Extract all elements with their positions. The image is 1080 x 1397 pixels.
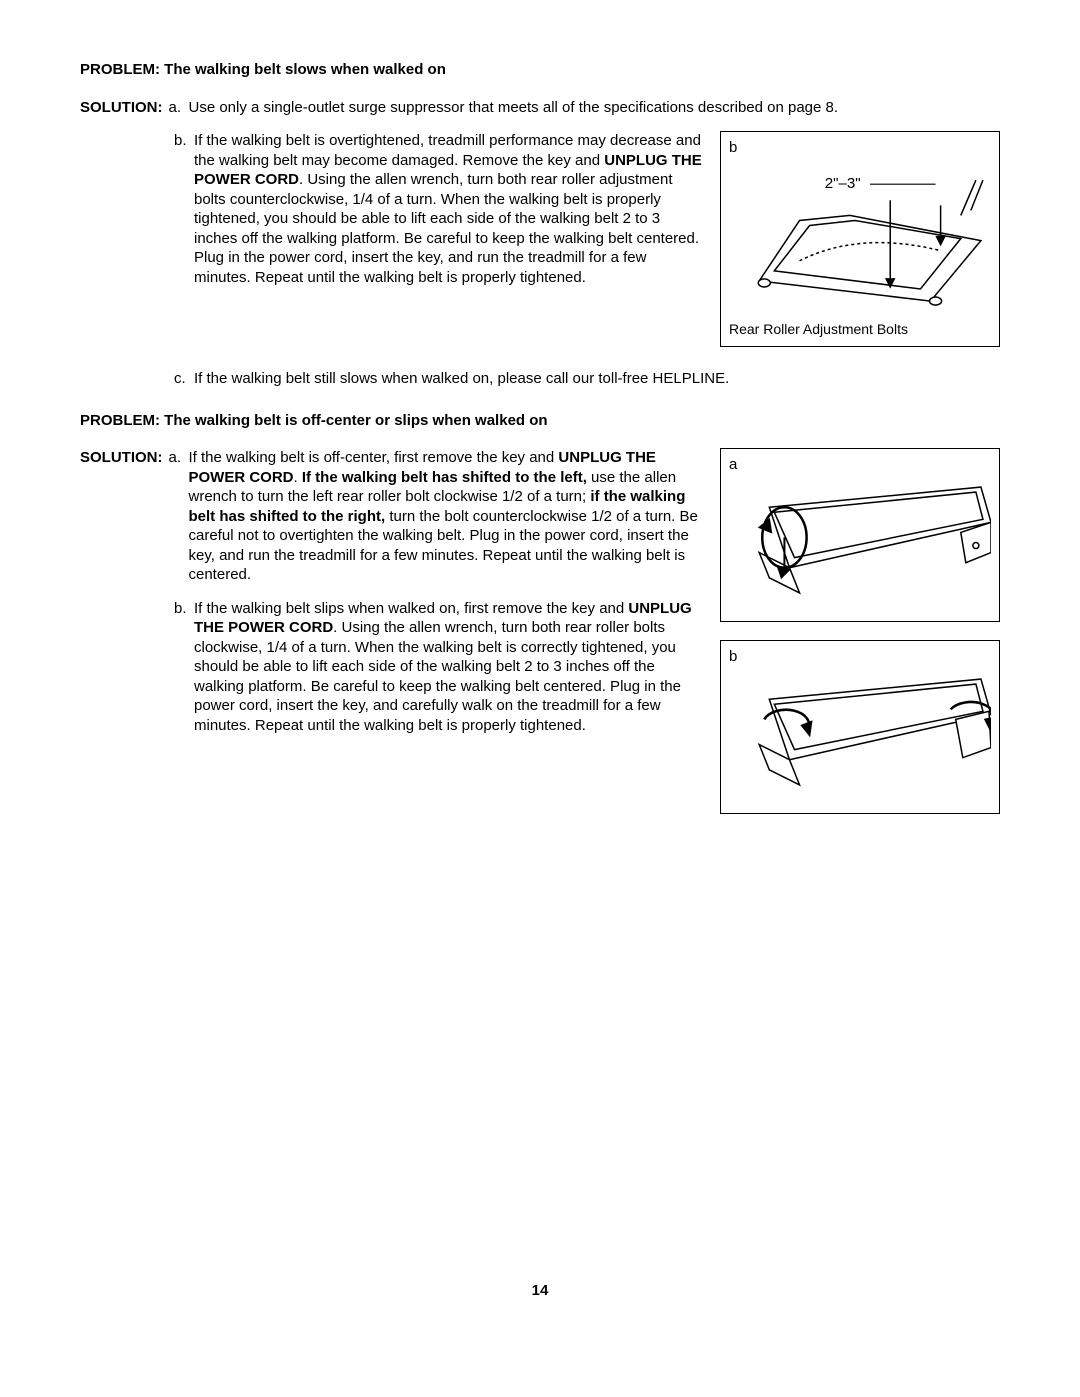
problem1-solution-a-row: SOLUTION: a. Use only a single-outlet su…	[80, 98, 1000, 118]
problem1-c: c. If the walking belt still slows when …	[174, 369, 1000, 389]
item-letter: a.	[169, 448, 189, 468]
item-letter: b.	[174, 131, 194, 151]
item-body: If the walking belt still slows when wal…	[194, 369, 1000, 389]
dim-text: 2"–3"	[825, 175, 861, 192]
problem2-b: b. If the walking belt slips when walked…	[174, 599, 702, 736]
treadmill-top-icon: 2"–3"	[729, 160, 991, 317]
problem2-content: SOLUTION: a. If the walking belt is off-…	[80, 448, 1000, 832]
item-letter: b.	[174, 599, 194, 619]
page: PROBLEM: The walking belt slows when wal…	[80, 60, 1000, 1340]
problem2-solution-a-row: SOLUTION: a. If the walking belt is off-…	[80, 448, 702, 585]
solution-label: SOLUTION:	[80, 448, 163, 468]
roller-left-icon	[729, 477, 991, 614]
figure-label: b	[729, 138, 991, 158]
problem2-heading: PROBLEM: The walking belt is off-center …	[80, 411, 1000, 431]
roller-both-icon	[729, 669, 991, 806]
figure-b-bottom: b	[720, 640, 1000, 814]
figure-a: a	[720, 448, 1000, 622]
item-body: Use only a single-outlet surge suppresso…	[189, 98, 1001, 118]
problem1-b: b. If the walking belt is overtightened,…	[174, 131, 702, 287]
problem1-heading: PROBLEM: The walking belt slows when wal…	[80, 60, 1000, 80]
figure-label: b	[729, 647, 991, 667]
item-letter: c.	[174, 369, 194, 389]
figure-caption: Rear Roller Adjustment Bolts	[729, 320, 991, 338]
item-body: If the walking belt is overtightened, tr…	[194, 131, 702, 287]
figure-b-top: b	[720, 131, 1000, 347]
solution-label: SOLUTION:	[80, 98, 163, 118]
figure-label: a	[729, 455, 991, 475]
page-number: 14	[80, 1281, 1000, 1301]
item-letter: a.	[169, 98, 189, 118]
item-body: If the walking belt slips when walked on…	[194, 599, 702, 736]
item-body: If the walking belt is off-center, first…	[189, 448, 703, 585]
problem1-b-row: b. If the walking belt is overtightened,…	[80, 131, 1000, 365]
